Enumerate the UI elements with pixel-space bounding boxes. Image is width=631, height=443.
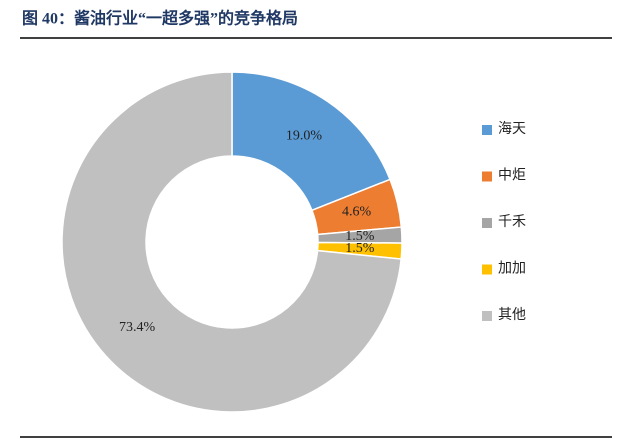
legend-swatch (482, 218, 492, 228)
legend-label: 千禾 (498, 214, 526, 230)
data-label: 4.6% (342, 205, 372, 220)
data-label: 1.5% (345, 229, 375, 244)
donut-slice (231, 71, 392, 212)
legend-swatch (482, 311, 492, 321)
data-label: 1.5% (345, 241, 375, 256)
legend-swatch (482, 125, 492, 135)
legend-swatch (482, 171, 492, 182)
chart-title: 图 40：酱油行业“一超多强”的竞争格局 (22, 9, 298, 28)
legend-label: 加加 (498, 261, 526, 277)
data-label: 19.0% (286, 128, 323, 143)
legend-swatch (482, 264, 492, 275)
legend-label: 其他 (498, 307, 526, 323)
legend-label: 海天 (498, 121, 526, 137)
legend-label: 中炬 (498, 168, 526, 184)
donut-slice (61, 71, 402, 413)
data-label: 73.4% (119, 320, 156, 335)
